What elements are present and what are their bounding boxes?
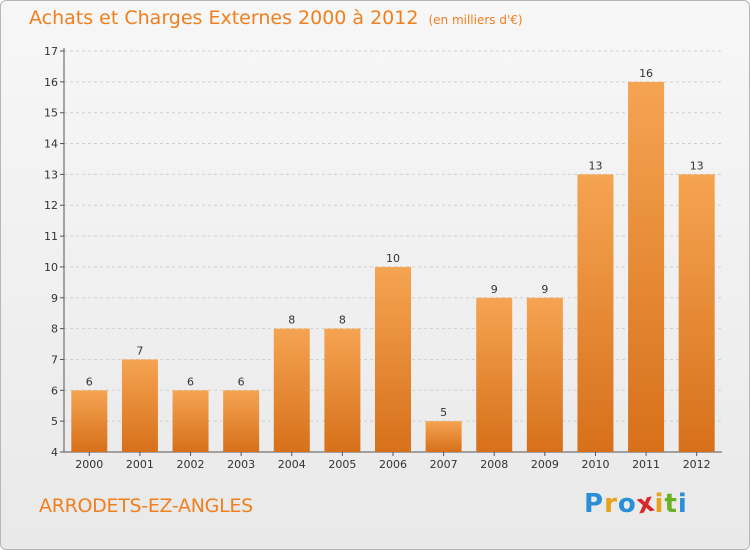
- data-label: 9: [541, 283, 548, 296]
- x-tick-label: 2011: [632, 458, 660, 471]
- x-tick-label: 2009: [531, 458, 559, 471]
- bar: [324, 328, 361, 452]
- logo-letter: o: [617, 489, 637, 519]
- chart-title-text: Achats et Charges Externes 2000 à 2012: [29, 7, 419, 29]
- bar: [273, 328, 310, 452]
- data-label: 6: [187, 375, 194, 388]
- bar: [678, 174, 715, 452]
- x-tick-label: 2006: [379, 458, 407, 471]
- x-tick-label: 2002: [177, 458, 205, 471]
- x-tick-label: 2001: [126, 458, 154, 471]
- data-label: 10: [386, 252, 400, 265]
- data-label: 8: [288, 314, 295, 327]
- data-label: 6: [86, 375, 93, 388]
- bar: [628, 81, 665, 452]
- bar: [375, 266, 411, 452]
- y-tick-label: 11: [44, 230, 58, 243]
- y-tick-label: 6: [51, 384, 58, 397]
- y-tick-label: 13: [44, 168, 58, 181]
- bar: [425, 421, 462, 452]
- x-tick-label: 2003: [227, 458, 255, 471]
- data-label: 13: [588, 159, 602, 172]
- y-tick-label: 9: [51, 292, 58, 305]
- data-label: 6: [238, 375, 245, 388]
- bar: [172, 390, 209, 452]
- chart-subtitle: (en milliers d'€): [428, 13, 523, 27]
- y-tick-label: 10: [44, 261, 58, 274]
- y-tick-label: 17: [44, 45, 58, 58]
- y-tick-label: 8: [51, 323, 58, 336]
- bar: [71, 390, 108, 452]
- y-tick-label: 16: [44, 76, 58, 89]
- data-label: 9: [491, 283, 498, 296]
- data-label: 13: [690, 159, 704, 172]
- x-tick-label: 2005: [328, 458, 356, 471]
- data-label: 5: [440, 406, 447, 419]
- x-tick-label: 2000: [75, 458, 103, 471]
- bar: [577, 174, 614, 452]
- logo-letter: r: [604, 489, 618, 519]
- data-label: 16: [639, 67, 653, 80]
- chart-title: Achats et Charges Externes 2000 à 2012 (e…: [29, 7, 523, 29]
- x-tick-label: 2010: [581, 458, 609, 471]
- y-tick-label: 12: [44, 199, 58, 212]
- data-label: 8: [339, 314, 346, 327]
- y-tick-label: 15: [44, 107, 58, 120]
- bar: [121, 359, 158, 452]
- x-tick-label: 2012: [683, 458, 711, 471]
- data-label: 7: [136, 344, 143, 357]
- bar: [526, 297, 563, 452]
- x-tick-label: 2004: [278, 458, 306, 471]
- proxiti-logo: Proxiti: [584, 487, 688, 520]
- logo-letter: t: [664, 489, 678, 519]
- y-tick-label: 4: [51, 446, 58, 459]
- y-tick-label: 7: [51, 353, 58, 366]
- x-tick-label: 2007: [430, 458, 458, 471]
- logo-letter: i: [677, 489, 688, 519]
- logo-letter: i: [654, 489, 665, 519]
- x-tick-label: 2008: [480, 458, 508, 471]
- bar: [476, 297, 513, 452]
- town-name: ARRODETS-EZ-ANGLES: [39, 495, 253, 517]
- bar: [223, 390, 260, 452]
- y-tick-label: 14: [44, 138, 58, 151]
- y-tick-label: 5: [51, 415, 58, 428]
- logo-letter: P: [584, 489, 605, 519]
